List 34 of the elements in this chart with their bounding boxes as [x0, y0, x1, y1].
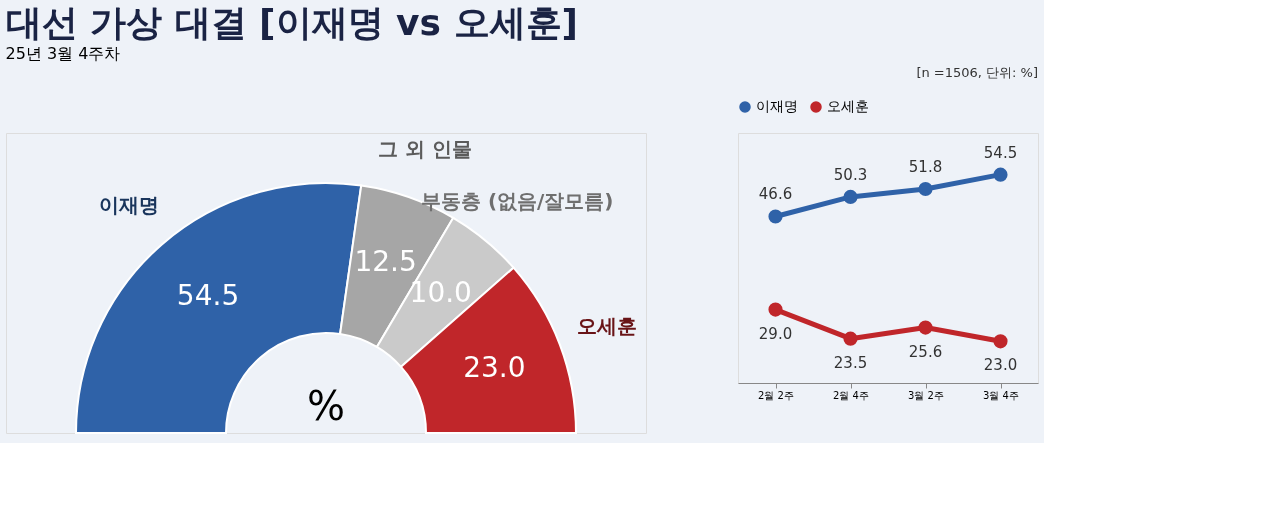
x-tick-label: 3월 4주: [983, 389, 1019, 401]
data-label: 54.5: [176, 279, 240, 313]
data-label: 23.0: [463, 351, 526, 385]
x-tick-label: 2월 2주: [758, 389, 794, 401]
data-label: 51.8: [908, 157, 943, 176]
slice-label: 그 외 인물: [378, 136, 473, 161]
legend-label: 오세훈: [827, 98, 869, 114]
point: [843, 331, 858, 346]
slice-label: 오세훈: [576, 313, 637, 338]
chart-title: 대선 가상 대결 [이재명 vs 오세훈]: [5, 1, 578, 43]
point: [768, 302, 783, 317]
legend-label: 이재명: [756, 98, 798, 114]
data-label: 50.3: [833, 165, 868, 184]
data-label: 54.5: [983, 143, 1018, 162]
text: %: [306, 383, 346, 429]
data-label: 10.0: [409, 276, 472, 310]
x-tick-label: 2월 4주: [833, 389, 869, 401]
point: [918, 320, 933, 335]
point: [768, 209, 783, 224]
chart-subtitle: 25년 3월 4주차: [5, 43, 121, 63]
point: [993, 167, 1008, 182]
slice-label: 부동층 (없음/잘모름): [420, 188, 614, 213]
x-tick-label: 3월 2주: [908, 389, 944, 401]
data-label: 29.0: [758, 324, 793, 343]
data-label: 46.6: [758, 185, 793, 204]
data-label: 25.6: [908, 342, 943, 361]
point: [918, 181, 933, 197]
data-label: 23.5: [833, 353, 868, 372]
data-label: 23.0: [983, 356, 1018, 375]
slice-label: 이재명: [99, 193, 160, 218]
point: [993, 334, 1008, 349]
text: [n =1506, 단위: %]: [916, 65, 1038, 80]
data-label: 12.5: [354, 245, 417, 279]
point: [843, 189, 858, 204]
